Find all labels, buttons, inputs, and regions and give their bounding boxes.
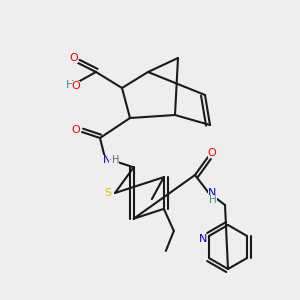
- Text: O: O: [70, 53, 78, 63]
- Text: N: N: [208, 188, 216, 198]
- Text: S: S: [104, 188, 112, 198]
- Text: N: N: [103, 155, 111, 165]
- Text: O: O: [72, 125, 80, 135]
- Text: H: H: [66, 80, 74, 90]
- Text: O: O: [208, 148, 216, 158]
- Text: N: N: [199, 234, 207, 244]
- Text: O: O: [72, 81, 80, 91]
- Text: ·H: ·H: [109, 155, 119, 165]
- Text: H: H: [209, 195, 217, 205]
